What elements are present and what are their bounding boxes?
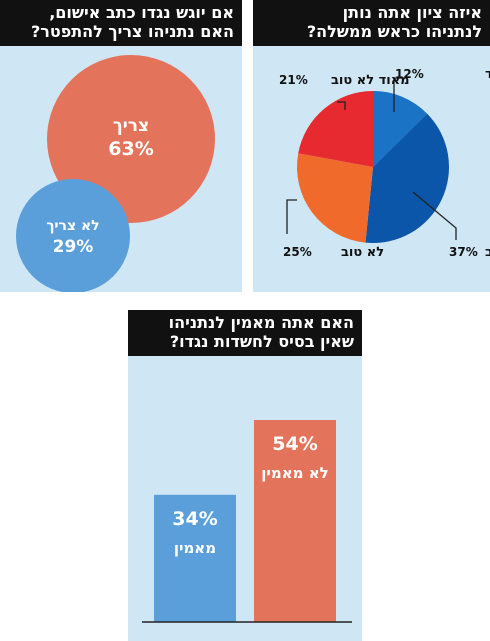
bar-category-label: מאמין — [174, 539, 216, 557]
bar-chart-title-line1: האם אתה מאמין לנתניהו — [168, 313, 354, 332]
bar — [154, 494, 236, 622]
pie-slice — [373, 91, 428, 167]
bar-chart-panel: האם אתה מאמין לנתניהו שאין בסיס לחשדות נ… — [128, 310, 362, 641]
pie-category-label: מאוד לא טוב — [331, 73, 410, 88]
bar-category-label: לא מאמין — [261, 464, 328, 482]
bar — [254, 420, 336, 622]
bubble-circle — [16, 179, 130, 292]
pie-chart-title-line2: לנתניהו כראש ממשלה? — [306, 22, 482, 41]
pie-value-label: 12% — [395, 67, 424, 81]
bubble-chart-title-line2: האם נתניהו צריך להתפטר? — [30, 22, 234, 41]
pie-slice — [365, 113, 449, 244]
bubble-chart-panel: אם יוגש נגדו כתב אישום, האם נתניהו צריך … — [0, 0, 242, 292]
pie-category-label: לא טוב — [341, 245, 384, 260]
pie-slice — [296, 153, 373, 243]
pie-chart-panel: איזה ציון אתה נותן לנתניהו כראש ממשלה? ט… — [253, 0, 490, 292]
pie-category-label: טוב מאוד — [485, 67, 490, 82]
bar-chart-title: האם אתה מאמין לנתניהו שאין בסיס לחשדות נ… — [128, 310, 362, 356]
bubble-value-label: 29% — [53, 237, 94, 257]
pie-chart: טוב מאוד 12%מאוד לא טוב 21% לא טוב 25% טוב 37% — [279, 67, 490, 260]
pie-slice — [298, 91, 373, 167]
pie-value-label: 37% — [449, 245, 478, 259]
pie-leader-line — [286, 199, 297, 234]
pie-value-label: 25% — [283, 245, 312, 259]
bubble-chart-title: אם יוגש נגדו כתב אישום, האם נתניהו צריך … — [0, 0, 242, 46]
bar-chart: 34% מאמין 54% לא מאמין — [142, 420, 352, 623]
bubble-circle — [47, 55, 215, 223]
bubble-chart-title-line1: אם יוגש נגדו כתב אישום, — [49, 3, 234, 22]
bar-chart-title-line2: שאין בסיס לחשדות נגדו? — [169, 332, 354, 351]
bubble-category-label: לא צריך — [46, 218, 99, 234]
pie-category-label: טוב — [485, 245, 490, 260]
bubble-value-label: 63% — [108, 138, 153, 160]
pie-value-label: 21% — [279, 73, 308, 87]
bar-value-label: 54% — [272, 433, 317, 455]
bar-value-label: 34% — [172, 508, 217, 530]
pie-leader-line — [412, 191, 457, 240]
pie-chart-title: איזה ציון אתה נותן לנתניהו כראש ממשלה? — [253, 0, 490, 46]
pie-chart-title-line1: איזה ציון אתה נותן — [342, 3, 482, 22]
pie-leader-line — [393, 77, 405, 112]
bubble-category-label: צריך — [113, 116, 149, 136]
pie-leader-line — [337, 101, 346, 110]
